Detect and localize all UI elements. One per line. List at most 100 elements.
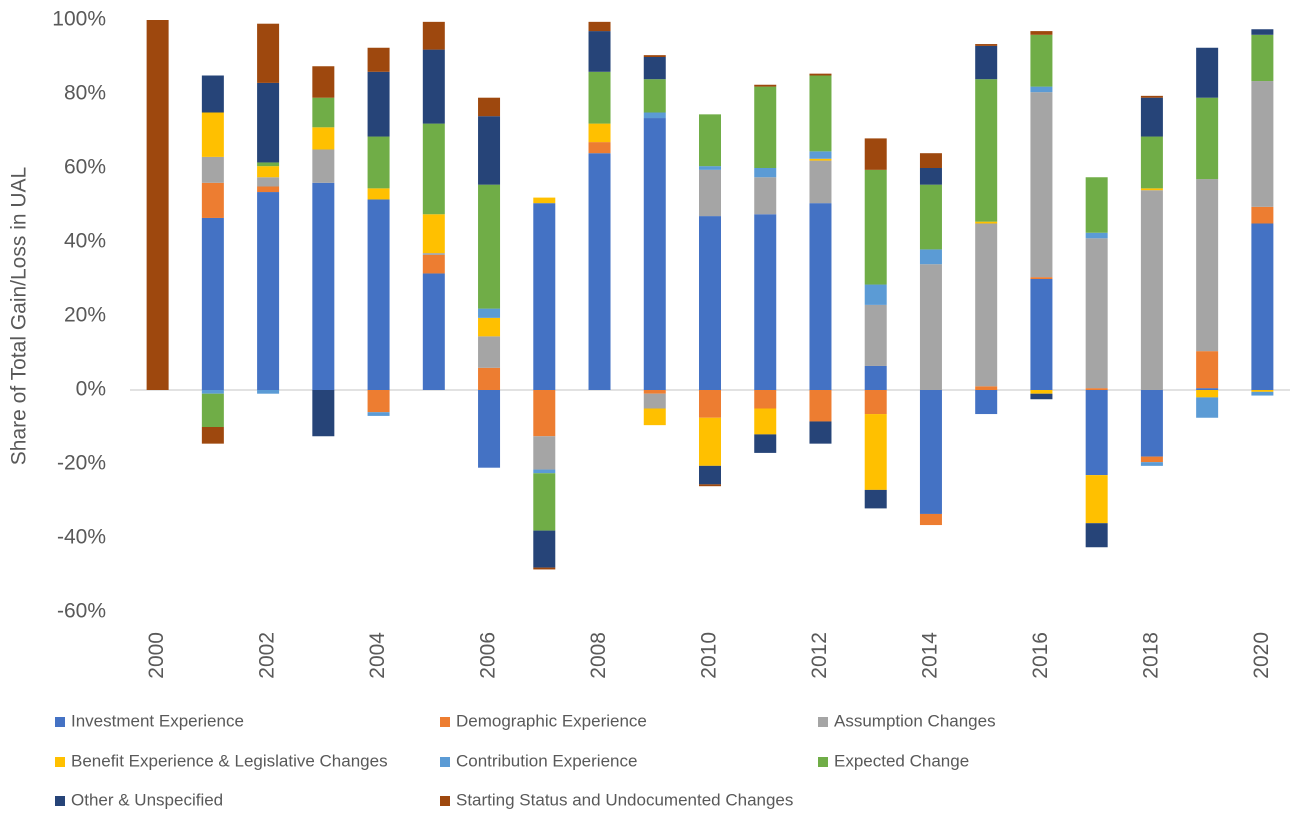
bar-segment xyxy=(643,79,666,113)
x-tick-label: 2012 xyxy=(808,632,831,679)
bar-segment xyxy=(367,71,390,137)
bar-segment xyxy=(201,75,224,113)
y-tick-label: 40% xyxy=(64,230,106,253)
bar-segment xyxy=(643,57,666,80)
bar-segment xyxy=(919,513,942,526)
bar-segment xyxy=(257,23,280,83)
bar-segment xyxy=(919,184,942,250)
bar-segment xyxy=(754,177,777,215)
bar-segment xyxy=(864,284,887,305)
bar-segment xyxy=(533,390,556,437)
x-tick-label: 2008 xyxy=(587,632,610,679)
bar-segment xyxy=(699,169,721,217)
legend-swatch xyxy=(818,757,828,767)
bar-segment xyxy=(919,153,942,168)
bar-segment xyxy=(809,73,832,76)
y-tick-label: -40% xyxy=(57,526,106,549)
bar-segment xyxy=(919,249,942,265)
bar-segment xyxy=(478,367,501,390)
bar-segment xyxy=(478,97,501,117)
bar-segment xyxy=(478,317,501,337)
legend-swatch xyxy=(55,796,65,806)
bar-segment xyxy=(864,365,887,390)
bar-segment xyxy=(257,82,280,163)
bar-segment xyxy=(975,79,998,222)
bar-segment xyxy=(1030,92,1053,278)
bar-segment xyxy=(975,221,998,224)
bar-segment xyxy=(1030,390,1053,394)
bar-segment xyxy=(809,151,832,159)
x-tick-label: 2014 xyxy=(918,632,941,679)
legend-swatch xyxy=(55,757,65,767)
legend-swatch xyxy=(440,796,450,806)
bar-segment xyxy=(809,160,832,204)
bar-segment xyxy=(919,168,942,185)
bar-segment xyxy=(1030,34,1053,87)
bar-segment xyxy=(864,414,887,490)
legend-swatch xyxy=(55,717,65,727)
bar-segment xyxy=(754,84,777,87)
bar-segment xyxy=(809,158,832,161)
y-tick-label: 20% xyxy=(64,304,106,327)
legend-swatch xyxy=(440,717,450,727)
bar-segment xyxy=(1085,475,1108,524)
bar-segment xyxy=(864,304,887,366)
bar-segment xyxy=(422,21,445,50)
legend-swatch xyxy=(818,717,828,727)
bar-segment xyxy=(367,390,390,413)
bar-segment xyxy=(257,186,280,193)
bar-segment xyxy=(1251,223,1274,390)
bar-segment xyxy=(809,203,832,390)
bar-segment xyxy=(1196,47,1219,98)
bar-segment xyxy=(1085,238,1108,389)
x-tick-label: 2004 xyxy=(366,632,389,679)
bar-segment xyxy=(1196,397,1219,418)
bar-segment xyxy=(1140,456,1163,463)
legend-label: Expected Change xyxy=(834,751,969,770)
bar-segment xyxy=(588,153,611,390)
bar-segment xyxy=(1030,279,1053,390)
bar-segment xyxy=(312,182,335,390)
bar-segment xyxy=(588,123,611,143)
bar-segment xyxy=(699,417,721,466)
bar-segment xyxy=(367,199,390,390)
legend-label: Starting Status and Undocumented Changes xyxy=(456,790,793,809)
bar-segment xyxy=(533,469,556,474)
bar-segment xyxy=(919,264,942,390)
bar-segment xyxy=(864,169,887,285)
bar-segment xyxy=(257,162,280,167)
bar-segment xyxy=(699,216,721,390)
legend-label: Assumption Changes xyxy=(834,711,996,730)
bar-segment xyxy=(533,203,556,390)
bar-segment xyxy=(257,192,280,390)
bar-segment xyxy=(422,273,445,390)
bar-segment xyxy=(1140,95,1163,98)
bar-segment xyxy=(422,49,445,124)
bar-segment xyxy=(367,188,390,200)
legend-label: Contribution Experience xyxy=(456,751,637,770)
bar-segment xyxy=(422,253,445,255)
bar-segment xyxy=(754,214,777,390)
bar-segment xyxy=(643,118,666,391)
bar-segment xyxy=(1030,277,1053,279)
bar-segment xyxy=(1251,391,1274,396)
bar-segment xyxy=(201,393,224,427)
bar-segment xyxy=(1251,34,1274,82)
bar-segment xyxy=(1140,136,1163,189)
bar-segment xyxy=(533,473,556,531)
bar-segment xyxy=(1030,86,1053,93)
x-tick-label: 2006 xyxy=(477,632,500,679)
bar-segment xyxy=(1085,177,1108,233)
bar-segment xyxy=(1196,390,1219,398)
bar-segment xyxy=(367,412,390,416)
bar-segment xyxy=(1251,81,1274,207)
bar-segment xyxy=(754,168,777,178)
bar-segment xyxy=(975,44,998,46)
legend-label: Other & Unspecified xyxy=(71,790,223,809)
bar-segment xyxy=(809,421,832,444)
bar-segment xyxy=(422,214,445,254)
bar-segment xyxy=(478,336,501,368)
bar-segment xyxy=(533,567,556,570)
bar-segment xyxy=(1251,29,1274,35)
